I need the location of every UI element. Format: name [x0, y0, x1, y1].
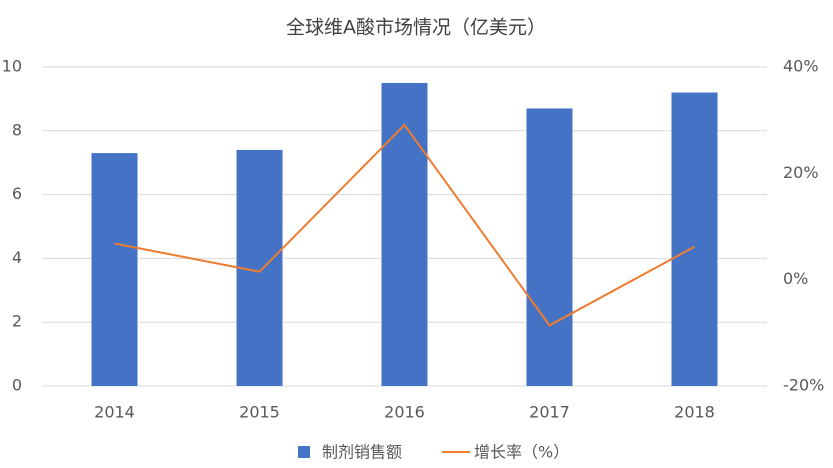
chart-title: 全球维A酸市场情况（亿美元） — [286, 17, 546, 39]
y-tick-label: 8 — [12, 120, 22, 139]
y-tick-label: 10 — [2, 57, 22, 76]
legend-label: 制剂销售额 — [322, 443, 402, 462]
y-tick-label: 0 — [12, 376, 22, 395]
y2-tick-label: -20% — [783, 376, 824, 395]
bar — [91, 153, 138, 386]
x-tick-label: 2014 — [94, 403, 135, 422]
legend-label: 增长率（%） — [474, 443, 569, 462]
line — [114, 123, 695, 327]
y-tick-label: 6 — [12, 184, 22, 203]
y2-tick-label: 40% — [783, 57, 819, 76]
y2-tick-label: 0% — [783, 269, 808, 288]
legend-swatch — [298, 446, 310, 458]
y2-tick-label: 20% — [783, 163, 819, 182]
bar — [671, 92, 718, 387]
y-tick-label: 2 — [12, 312, 22, 331]
x-tick-label: 2018 — [674, 403, 715, 422]
x-tick-label: 2016 — [384, 403, 425, 422]
x-tick-label: 2015 — [239, 403, 280, 422]
bar — [381, 82, 428, 386]
x-tick-label: 2017 — [529, 403, 570, 422]
y-tick-label: 4 — [12, 248, 22, 267]
bar — [526, 108, 573, 386]
